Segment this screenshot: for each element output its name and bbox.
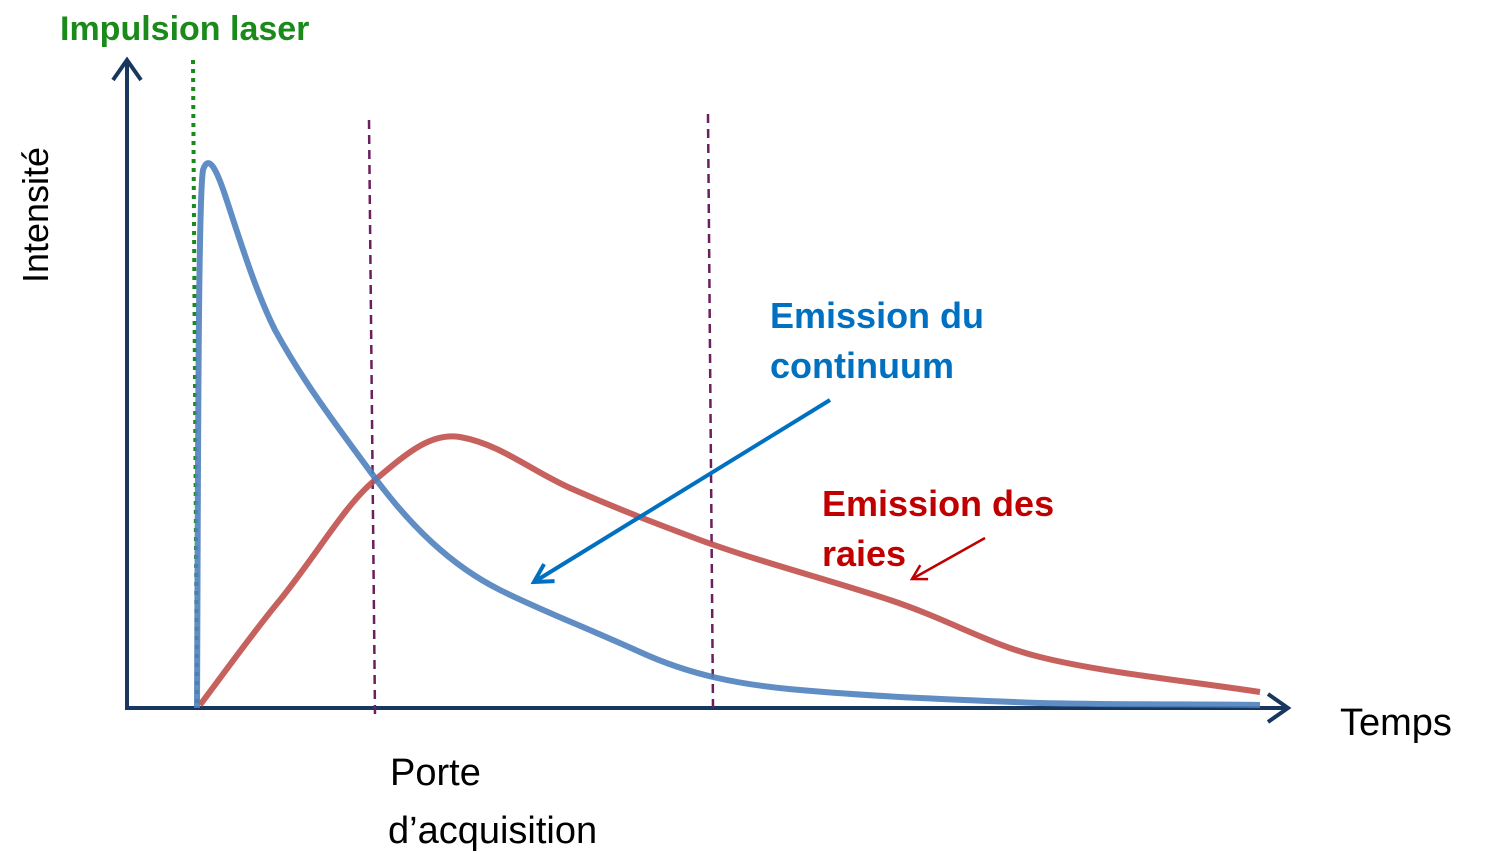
continuum-label: continuum [770, 345, 954, 386]
gate-end-line [706, 113, 715, 709]
y-axis-label: Intensité [15, 147, 56, 283]
line-emission-curve [197, 433, 1261, 707]
gate-start-line [367, 119, 377, 715]
gate-label: Porte [390, 752, 481, 794]
y-axis-arrow [111, 56, 143, 82]
continuum-label: Emission du [770, 295, 984, 336]
continuum-emission-curve [194, 160, 1261, 709]
continuum-arrow [534, 398, 832, 582]
lines-label: raies [822, 533, 906, 574]
pulse-label: Impulsion laser [60, 10, 309, 48]
x-axis-arrow [1266, 692, 1292, 724]
lines-label: Emission des [822, 483, 1054, 524]
lines-arrow [909, 536, 986, 581]
gate-label: d’acquisition [388, 810, 597, 852]
x-axis-label: Temps [1340, 702, 1452, 744]
